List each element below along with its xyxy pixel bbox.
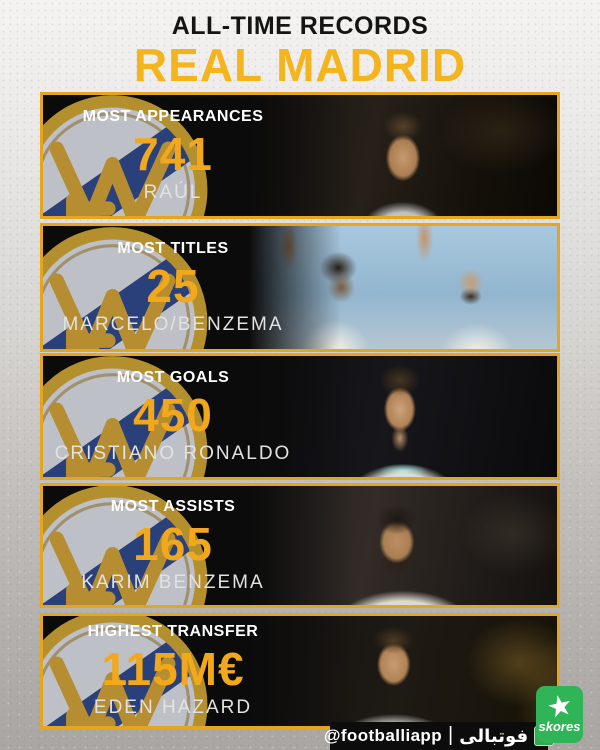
- header: ALL-TIME RECORDS REAL MADRID: [0, 12, 600, 88]
- record-card-titles: MOST TITLES 25 MARCELO/BENZEMA: [40, 223, 560, 352]
- card-label: MOST APPEARANCES: [82, 107, 264, 125]
- card-player: EDEN HAZARD: [93, 697, 253, 718]
- card-text: MOST GOALS 450 CRISTIANO RONALDO: [53, 356, 293, 477]
- record-card-appearances: MOST APPEARANCES 741 RAÚL: [40, 92, 560, 219]
- card-value: 165: [133, 517, 213, 570]
- footer-bar: @footballiapp | فوتبالی ف: [324, 722, 555, 750]
- skores-label: skores: [538, 718, 581, 734]
- card-text: HIGHEST TRANSFER 115M€ EDEN HAZARD: [53, 616, 293, 726]
- card-text: MOST APPEARANCES 741 RAÚL: [53, 95, 293, 216]
- record-card-assists: MOST ASSISTS 165 KARIM BENZEMA: [40, 483, 560, 608]
- card-value: 450: [133, 388, 213, 441]
- card-text: MOST ASSISTS 165 KARIM BENZEMA: [53, 486, 293, 605]
- card-text: MOST TITLES 25 MARCELO/BENZEMA: [53, 226, 293, 349]
- player-photo-hazard: [248, 616, 557, 726]
- card-player: KARIM BENZEMA: [81, 571, 265, 593]
- page-title: ALL-TIME RECORDS: [171, 12, 429, 40]
- card-label: MOST ASSISTS: [110, 497, 236, 515]
- card-label: HIGHEST TRANSFER: [87, 623, 259, 640]
- card-value: 741: [133, 127, 213, 180]
- footer-divider: |: [448, 724, 454, 746]
- player-photo-raul: [248, 95, 557, 216]
- card-player: RAÚL: [143, 181, 203, 203]
- card-value: 25: [146, 259, 200, 312]
- footer-brand-farsi: فوتبالی: [459, 725, 529, 746]
- star-icon: ★: [543, 689, 576, 726]
- player-photo-benzema: [248, 486, 557, 605]
- card-player: MARCELO/BENZEMA: [62, 313, 284, 335]
- footer-handle: @footballiapp: [323, 726, 442, 745]
- card-label: MOST GOALS: [116, 368, 230, 386]
- skores-logo: ★ skores: [536, 686, 583, 743]
- player-photo-ronaldo: [248, 356, 557, 477]
- record-card-goals: MOST GOALS 450 CRISTIANO RONALDO: [40, 353, 560, 480]
- page-subtitle: REAL MADRID: [133, 39, 467, 91]
- record-card-transfer: HIGHEST TRANSFER 115M€ EDEN HAZARD: [40, 613, 560, 729]
- card-value: 115M€: [101, 643, 245, 695]
- player-photo-marcelo-benzema: [248, 226, 557, 349]
- card-label: MOST TITLES: [117, 239, 229, 257]
- card-player: CRISTIANO RONALDO: [54, 442, 292, 464]
